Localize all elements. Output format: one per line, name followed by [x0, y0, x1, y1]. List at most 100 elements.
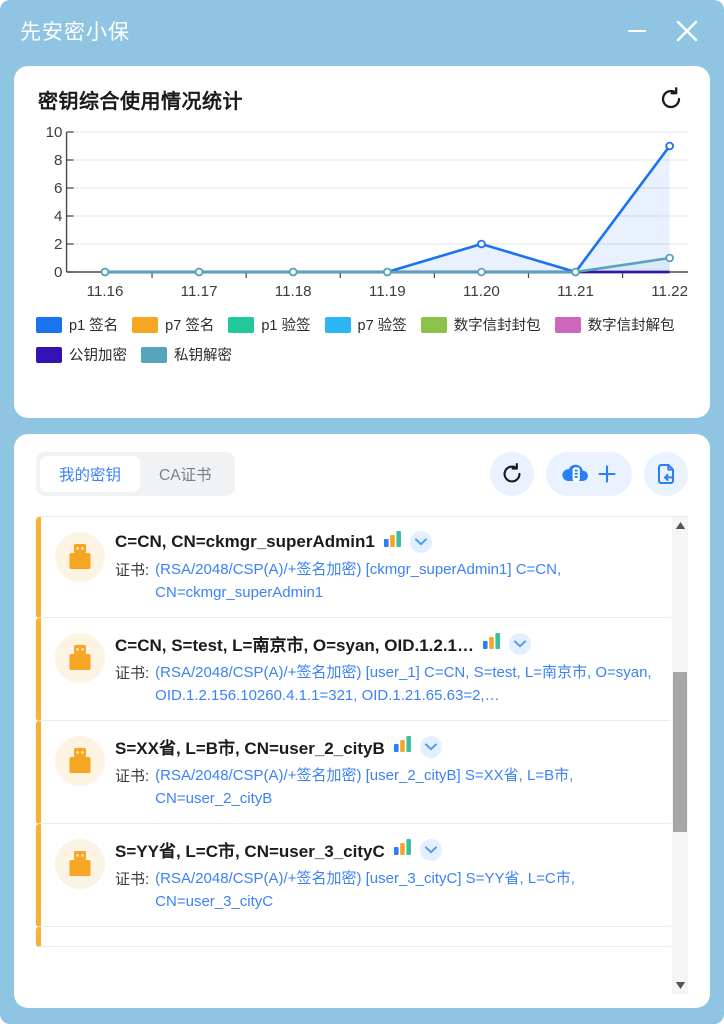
key-list-panel: 我的密钥 CA证书: [14, 434, 710, 1008]
chart-panel-header: 密钥综合使用情况统计: [14, 66, 710, 118]
close-button[interactable]: [670, 14, 704, 48]
y-axis-label: 10: [46, 124, 63, 141]
chart-legend: p1 签名 p7 签名 p1 验签 p7 验签 数字信封封包 数字信封解包公钥加密 私钥解密: [14, 310, 710, 365]
legend-item[interactable]: 数字信封封包: [420, 314, 541, 335]
key-avatar: [55, 839, 105, 889]
key-expand-button[interactable]: [419, 838, 442, 861]
import-key-button[interactable]: [644, 452, 688, 496]
legend-label: 私钥解密: [174, 348, 232, 364]
usb-key-icon: [69, 748, 91, 773]
key-expand-button[interactable]: [409, 530, 432, 553]
x-axis-label: 11.16: [87, 283, 124, 300]
scrollbar-thumb[interactable]: [673, 672, 687, 832]
key-list-item[interactable]: C=CN, CN=ckmgr_superAdmin1 证书: (RSA/2048…: [36, 517, 672, 618]
key-list-item-partial[interactable]: [36, 927, 672, 947]
legend-swatch: [36, 346, 62, 363]
certificate-label: 证书:: [115, 768, 150, 785]
certificate-row: 证书: (RSA/2048/CSP(A)/+签名加密) [ckmgr_super…: [115, 559, 660, 604]
key-subject: S=YY省, L=C市, CN=user_3_cityC: [115, 842, 385, 861]
legend-item[interactable]: p7 签名: [132, 314, 214, 335]
legend-swatch: [141, 346, 167, 363]
key-avatar: [55, 633, 105, 683]
list-refresh-button[interactable]: [490, 452, 534, 496]
key-stats-button[interactable]: [482, 632, 501, 655]
scrollbar-down-button[interactable]: [672, 977, 688, 994]
legend-label: p1 签名: [69, 318, 119, 334]
bar-chart-icon: [393, 736, 411, 752]
x-axis-label: 11.21: [557, 283, 594, 300]
usb-key-icon: [69, 851, 91, 876]
minimize-icon: [628, 30, 646, 32]
data-point: [100, 267, 110, 277]
x-axis-label: 11.19: [369, 283, 406, 300]
chevron-down-icon: [424, 742, 437, 750]
key-stats-button[interactable]: [383, 530, 402, 553]
certificate-value[interactable]: (RSA/2048/CSP(A)/+签名加密) [user_3_cityC] S…: [155, 870, 575, 910]
key-list: C=CN, CN=ckmgr_superAdmin1 证书: (RSA/2048…: [36, 517, 672, 947]
key-title-row: C=CN, S=test, L=南京市, O=syan, OID.1.2.1…: [115, 631, 660, 656]
data-point: [665, 253, 674, 263]
minimize-button[interactable]: [620, 14, 654, 48]
key-stats-button[interactable]: [393, 838, 412, 861]
list-scrollbar[interactable]: [672, 517, 688, 994]
certificate-value[interactable]: (RSA/2048/CSP(A)/+签名加密) [user_2_cityB] S…: [155, 767, 574, 807]
legend-item[interactable]: 私钥解密: [141, 344, 232, 365]
key-expand-button[interactable]: [509, 632, 532, 655]
certificate-label: 证书:: [115, 871, 150, 888]
legend-label: 公钥加密: [69, 348, 127, 364]
data-point: [382, 267, 392, 277]
import-icon: [658, 464, 674, 484]
key-subject: S=XX省, L=B市, CN=user_2_cityB: [115, 739, 385, 758]
x-axis-label: 11.20: [463, 283, 500, 300]
y-axis-label: 0: [54, 264, 62, 281]
y-axis-label: 6: [54, 180, 62, 197]
data-point: [477, 267, 486, 277]
key-item-body: S=YY省, L=C市, CN=user_3_cityC 证书: (RSA/20…: [115, 837, 664, 913]
data-point: [571, 267, 580, 277]
data-point: [288, 267, 298, 277]
key-list-item[interactable]: S=XX省, L=B市, CN=user_2_cityB 证书: (RSA/20…: [36, 721, 672, 824]
triangle-up-icon: [675, 522, 685, 529]
chevron-down-icon: [514, 639, 526, 647]
certificate-value[interactable]: (RSA/2048/CSP(A)/+签名加密) [ckmgr_superAdmi…: [155, 561, 562, 601]
x-axis-label: 11.22: [651, 283, 688, 300]
data-point: [477, 239, 486, 249]
series-area: [105, 258, 670, 272]
key-list-item[interactable]: C=CN, S=test, L=南京市, O=syan, OID.1.2.1… …: [36, 618, 672, 721]
key-list-item[interactable]: S=YY省, L=C市, CN=user_3_cityC 证书: (RSA/20…: [36, 824, 672, 927]
legend-swatch: [324, 316, 351, 333]
key-avatar: [55, 736, 105, 786]
x-axis-label: 11.17: [181, 283, 218, 300]
y-axis-label: 4: [54, 208, 62, 225]
y-axis-label: 8: [54, 152, 62, 169]
certificate-value[interactable]: (RSA/2048/CSP(A)/+签名加密) [user_1] C=CN, S…: [155, 664, 652, 704]
certificate-row: 证书: (RSA/2048/CSP(A)/+签名加密) [user_3_city…: [115, 868, 660, 913]
legend-item[interactable]: p1 验签: [228, 314, 311, 335]
legend-item[interactable]: 公钥加密: [36, 344, 127, 365]
y-axis-label: 2: [54, 236, 62, 253]
legend-label: 数字信封解包: [587, 318, 675, 334]
cloud-key-icon: [562, 464, 588, 482]
key-stats-button[interactable]: [393, 735, 412, 758]
app-title: 先安密小保: [20, 21, 130, 44]
scrollbar-up-button[interactable]: [672, 517, 688, 534]
key-title-row: S=XX省, L=B市, CN=user_2_cityB: [115, 734, 660, 759]
key-item-body: C=CN, CN=ckmgr_superAdmin1 证书: (RSA/2048…: [115, 530, 664, 604]
key-subject: C=CN, CN=ckmgr_superAdmin1: [115, 531, 375, 551]
legend-item[interactable]: 数字信封解包: [554, 314, 675, 335]
legend-item[interactable]: p1 签名: [36, 314, 118, 335]
tab-my-keys[interactable]: 我的密钥: [40, 456, 141, 492]
legend-item[interactable]: p7 验签: [324, 314, 407, 335]
legend-swatch: [132, 316, 159, 333]
usb-key-icon: [69, 544, 91, 569]
key-expand-button[interactable]: [419, 735, 442, 758]
chevron-down-icon: [424, 845, 437, 853]
chevron-down-icon: [414, 537, 427, 545]
certificate-row: 证书: (RSA/2048/CSP(A)/+签名加密) [user_2_city…: [115, 765, 660, 810]
triangle-down-icon: [675, 982, 685, 989]
legend-swatch: [554, 316, 581, 333]
tab-ca-certs[interactable]: CA证书: [159, 467, 212, 484]
add-key-button[interactable]: [546, 452, 632, 496]
chart-refresh-button[interactable]: [656, 84, 686, 114]
